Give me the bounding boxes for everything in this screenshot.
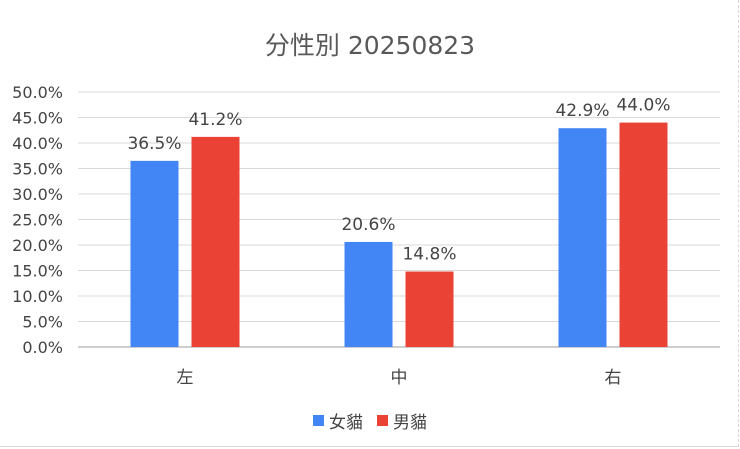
data-label: 36.5% bbox=[127, 134, 181, 154]
y-tick-label: 45.0% bbox=[12, 109, 63, 128]
y-tick-label: 5.0% bbox=[22, 313, 63, 332]
y-tick-label: 20.0% bbox=[12, 236, 63, 255]
data-label: 41.2% bbox=[188, 110, 242, 130]
data-label: 14.8% bbox=[402, 245, 456, 265]
y-tick-label: 30.0% bbox=[12, 185, 63, 204]
y-tick-label: 25.0% bbox=[12, 211, 63, 230]
data-label: 20.6% bbox=[341, 215, 395, 235]
y-tick-label: 40.0% bbox=[12, 134, 63, 153]
x-tick-label: 右 bbox=[605, 368, 622, 388]
y-tick-label: 50.0% bbox=[12, 83, 63, 102]
legend-item-male: 男貓 bbox=[377, 408, 427, 433]
bar bbox=[619, 122, 668, 347]
legend-label-female: 女貓 bbox=[329, 413, 363, 433]
chart-title: 分性別 20250823 bbox=[264, 31, 476, 60]
data-label: 42.9% bbox=[555, 101, 609, 121]
y-tick-label: 0.0% bbox=[22, 338, 63, 357]
bar bbox=[558, 128, 607, 347]
legend-label-male: 男貓 bbox=[393, 413, 427, 433]
bar bbox=[191, 136, 240, 347]
legend-item-female: 女貓 bbox=[313, 408, 363, 433]
bar bbox=[405, 271, 454, 347]
bar bbox=[344, 241, 393, 347]
bar bbox=[130, 160, 179, 347]
data-label: 44.0% bbox=[616, 96, 670, 116]
y-tick-label: 35.0% bbox=[12, 160, 63, 179]
y-tick-label: 10.0% bbox=[12, 287, 63, 306]
x-tick-label: 中 bbox=[391, 368, 408, 388]
legend-swatch-male bbox=[377, 415, 388, 426]
legend: 女貓 男貓 bbox=[0, 408, 740, 433]
legend-swatch-female bbox=[313, 415, 324, 426]
y-tick-label: 15.0% bbox=[12, 262, 63, 281]
x-tick-label: 左 bbox=[177, 368, 194, 388]
